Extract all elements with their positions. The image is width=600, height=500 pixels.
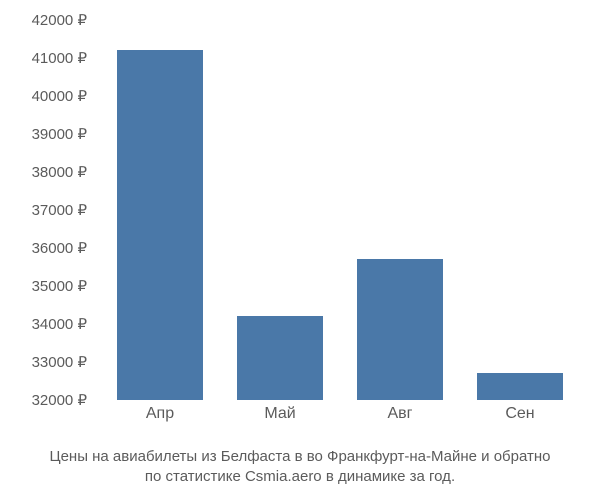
x-axis: Апр Май Авг Сен — [100, 405, 580, 435]
y-axis: 42000 ₽41000 ₽40000 ₽39000 ₽38000 ₽37000… — [0, 20, 95, 400]
y-tick-label: 35000 ₽ — [32, 277, 87, 295]
y-tick-label: 34000 ₽ — [32, 315, 87, 333]
x-tick-label: Май — [264, 405, 295, 423]
caption-line-2: по статистике Csmia.aero в динамике за г… — [0, 468, 600, 485]
bar — [357, 259, 443, 400]
bar — [477, 373, 563, 400]
bar — [237, 316, 323, 400]
x-tick-label: Апр — [146, 405, 174, 423]
y-tick-label: 32000 ₽ — [32, 391, 87, 409]
y-tick-label: 39000 ₽ — [32, 125, 87, 143]
y-tick-label: 41000 ₽ — [32, 49, 87, 67]
bar-plot — [100, 20, 580, 400]
y-tick-label: 38000 ₽ — [32, 163, 87, 181]
y-tick-label: 36000 ₽ — [32, 239, 87, 257]
y-tick-label: 33000 ₽ — [32, 353, 87, 371]
x-tick-label: Авг — [387, 405, 412, 423]
y-tick-label: 40000 ₽ — [32, 87, 87, 105]
bar — [117, 50, 203, 400]
chart-plot-area — [100, 20, 580, 400]
x-tick-label: Сен — [505, 405, 534, 423]
y-tick-label: 42000 ₽ — [32, 11, 87, 29]
caption-line-1: Цены на авиабилеты из Белфаста в во Фран… — [0, 448, 600, 465]
y-tick-label: 37000 ₽ — [32, 201, 87, 219]
